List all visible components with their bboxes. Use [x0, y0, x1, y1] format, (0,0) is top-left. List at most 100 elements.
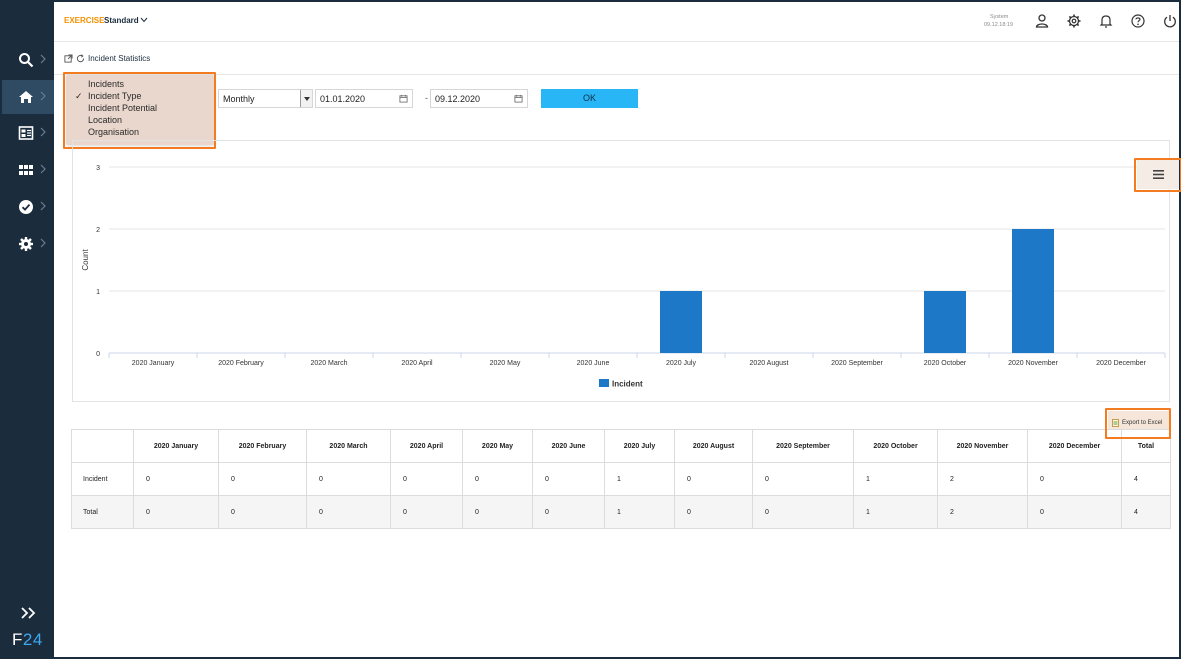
- row-label: Total: [71, 495, 134, 529]
- export-label: Export to Excel: [1122, 420, 1163, 426]
- y-axis-label: Count: [81, 249, 90, 271]
- x-tick-label: 2020 March: [311, 360, 348, 367]
- x-tick-label: 2020 April: [401, 360, 433, 367]
- table-cell: 0: [674, 462, 753, 496]
- table-cell: 0: [752, 495, 854, 529]
- user-icon[interactable]: [1034, 13, 1050, 29]
- table-cell: 0: [390, 462, 463, 496]
- calendar-icon[interactable]: [399, 94, 408, 103]
- divider: [54, 74, 1179, 75]
- table-header-cell: 2020 January: [133, 429, 219, 463]
- select-arrow-icon[interactable]: [300, 90, 312, 107]
- date-to-field[interactable]: 09.12.2020: [430, 89, 528, 108]
- callout-highlight-export: [1105, 408, 1171, 439]
- table-header-cell: 2020 February: [218, 429, 307, 463]
- callout-highlight-menu: [1134, 158, 1181, 192]
- table-row: Total 0 0 0 0 0 0 1 0 0 1 2 0 4: [71, 495, 1171, 529]
- table-cell: 0: [462, 462, 533, 496]
- date-separator: -: [425, 93, 428, 103]
- settings-icon: [19, 237, 33, 251]
- x-tick-label: 2020 June: [577, 360, 610, 367]
- y-tick-label: 3: [96, 165, 100, 172]
- option-organisation[interactable]: Organisation: [88, 127, 140, 137]
- table-header-cell: 2020 May: [462, 429, 533, 463]
- legend-label: Incident: [612, 380, 643, 389]
- x-tick-label: 2020 December: [1096, 360, 1146, 367]
- bell-icon[interactable]: [1098, 13, 1114, 29]
- search-icon: [19, 53, 34, 68]
- top-bar: EXERCISE Standard System 09.12.18:19: [54, 2, 1179, 42]
- dashboard-icon: [18, 126, 34, 140]
- table-cell: 0: [390, 495, 463, 529]
- table-cell: 4: [1121, 495, 1171, 529]
- sidebar: F24: [2, 2, 54, 657]
- chevron-right-icon: [40, 91, 46, 101]
- date-from-value: 01.01.2020: [320, 94, 366, 104]
- chart-menu-button[interactable]: [1137, 160, 1179, 189]
- table-cell: 1: [853, 462, 938, 496]
- date-from-field[interactable]: 01.01.2020: [315, 89, 413, 108]
- table-header-row: 2020 January 2020 February 2020 March 2020 …: [71, 429, 1171, 463]
- sidebar-item-dashboard[interactable]: [2, 116, 54, 150]
- sidebar-item-apps[interactable]: [2, 153, 54, 187]
- table-header-cell: 2020 April: [390, 429, 463, 463]
- table-cell: 0: [1027, 462, 1122, 496]
- y-tick-label: 2: [96, 227, 100, 234]
- breadcrumb: Incident Statistics: [64, 54, 150, 63]
- system-label: System: [990, 14, 1009, 20]
- table-header-cell: 2020 November: [937, 429, 1028, 463]
- option-incident-potential[interactable]: Incident Potential: [88, 103, 158, 113]
- x-tick-label: 2020 November: [1008, 360, 1058, 367]
- gear-icon[interactable]: [1066, 13, 1082, 29]
- brand-suffix: 24: [22, 630, 43, 649]
- sidebar-item-home[interactable]: [2, 80, 54, 114]
- table-cell: 1: [604, 495, 675, 529]
- brand-prefix: F: [12, 630, 23, 649]
- period-value: Monthly: [223, 94, 255, 104]
- chevron-right-icon: [40, 238, 46, 248]
- external-link-icon[interactable]: [64, 54, 73, 63]
- table-header-cell: 2020 October: [853, 429, 938, 463]
- bar-2020-july: [660, 291, 702, 353]
- x-tick-label: 2020 January: [132, 360, 175, 367]
- check-circle-icon: [19, 200, 33, 214]
- table-cell: 0: [306, 462, 391, 496]
- category-dropdown-list: Incidents ✓ Incident Type Incident Poten…: [66, 75, 214, 145]
- table-header-cell: 2020 June: [532, 429, 605, 463]
- table-header-cell: 2020 March: [306, 429, 391, 463]
- y-tick-label: 0: [96, 351, 100, 358]
- table-row: Incident 0 0 0 0 0 0 1 0 0 1 2 0 4: [71, 462, 1171, 496]
- callout-highlight-dropdown: [63, 72, 216, 149]
- table-cell: 0: [532, 495, 605, 529]
- brand-logo: F24: [12, 630, 43, 650]
- legend-swatch: [599, 379, 609, 387]
- help-icon[interactable]: [1130, 13, 1146, 29]
- y-tick-label: 1: [96, 289, 100, 296]
- option-incident-type[interactable]: Incident Type: [88, 91, 142, 101]
- option-incidents[interactable]: Incidents: [88, 79, 125, 89]
- sidebar-item-search[interactable]: [2, 43, 54, 77]
- sidebar-item-tasks[interactable]: [2, 190, 54, 224]
- calendar-icon[interactable]: [514, 94, 523, 103]
- sidebar-item-settings[interactable]: [2, 227, 54, 261]
- period-select[interactable]: Monthly: [218, 89, 313, 108]
- refresh-icon[interactable]: [76, 54, 85, 63]
- table-cell: 0: [133, 462, 219, 496]
- hamburger-menu-icon: [1153, 170, 1164, 179]
- exercise-label: EXERCISE: [64, 16, 105, 25]
- selected-check-icon: ✓: [75, 91, 83, 101]
- row-label: Incident: [71, 462, 134, 496]
- table-header-cell: 2020 July: [604, 429, 675, 463]
- x-tick-label: 2020 May: [490, 360, 521, 367]
- expand-sidebar-icon[interactable]: [20, 606, 38, 620]
- bar-2020-october: [924, 291, 966, 353]
- date-to-value: 09.12.2020: [435, 94, 481, 104]
- power-icon[interactable]: [1162, 13, 1178, 29]
- option-location[interactable]: Location: [88, 115, 123, 125]
- chevron-right-icon: [40, 127, 46, 137]
- ok-button[interactable]: OK: [541, 89, 638, 108]
- chevron-down-icon[interactable]: [140, 17, 148, 23]
- exercise-selector[interactable]: Standard: [104, 16, 139, 25]
- table-cell: 1: [604, 462, 675, 496]
- x-tick-label: 2020 October: [924, 360, 967, 367]
